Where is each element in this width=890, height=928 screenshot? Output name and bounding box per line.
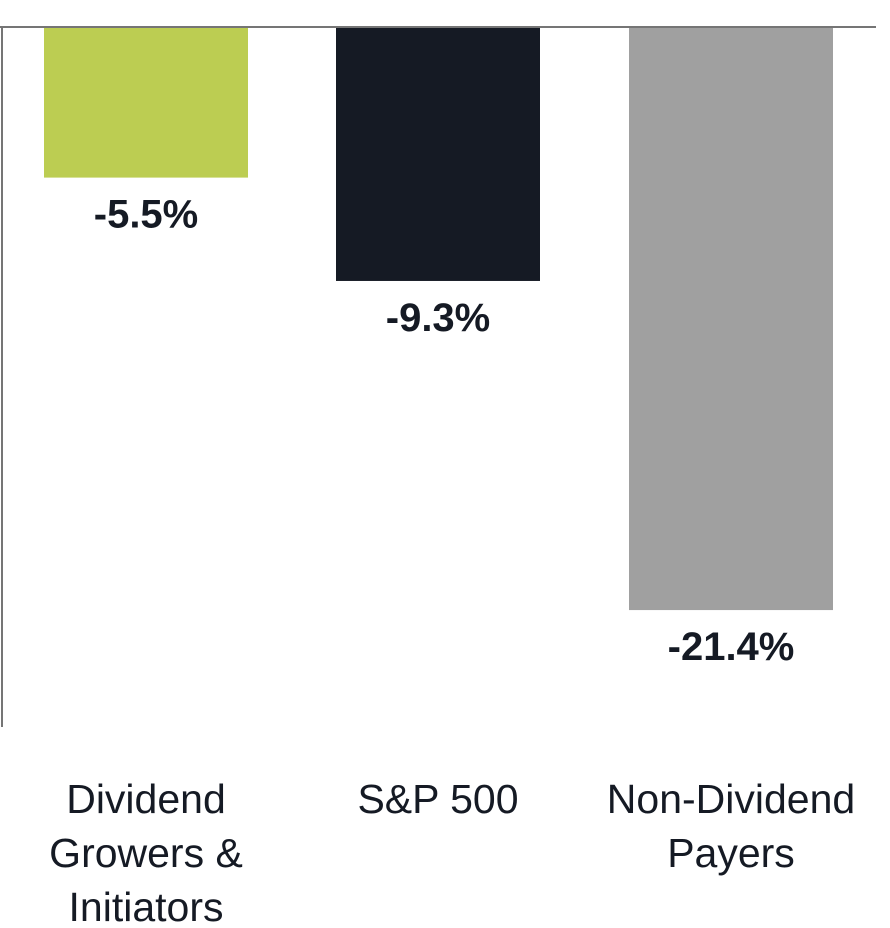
category-label-dividend-growers-and-initiators-line-2: Growers & [49,830,243,876]
bar-non-dividend-payers [629,28,833,611]
category-label-non-dividend-payers-line-2: Payers [667,830,795,876]
category-label-dividend-growers-and-initiators-line-1: Dividend [66,776,226,822]
category-label-non-dividend-payers-line-1: Non-Dividend [607,776,855,822]
value-label-dividend-growers-and-initiators: -5.5% [94,193,199,237]
bar-sandp-500 [336,28,540,281]
bar-dividend-growers-and-initiators [44,28,248,178]
category-label-dividend-growers-and-initiators-line-3: Initiators [69,884,224,923]
value-label-non-dividend-payers: -21.4% [668,625,795,669]
category-labels-group: Dividend Growers & Initiators S&P 500 Non-Di… [49,776,855,928]
bars-group [44,28,833,611]
value-label-sandp-500: -9.3% [386,296,491,340]
value-labels-group: -5.5% -9.3% -21.4% [94,193,795,669]
category-label-sandp-500-line-1: S&P 500 [357,776,518,822]
